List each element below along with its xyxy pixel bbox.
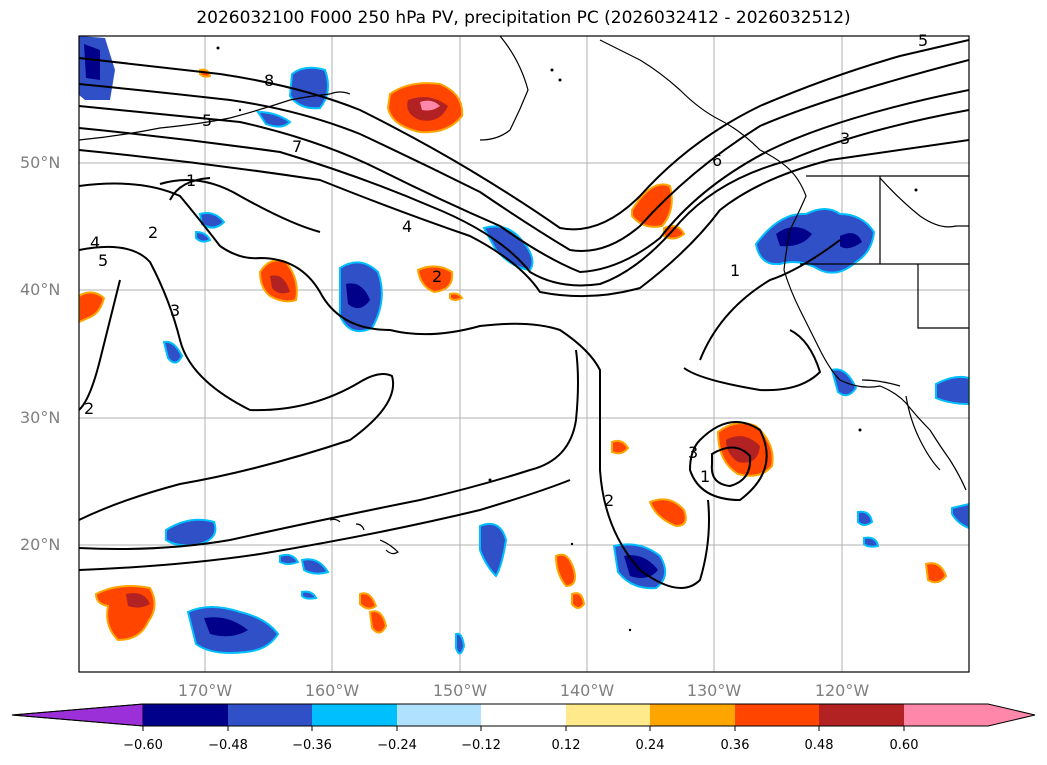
colorbar-segment: [228, 704, 312, 726]
lon-label: 130°W: [686, 681, 742, 700]
contour-label: 2: [84, 399, 94, 418]
contour-label: 3: [170, 301, 180, 320]
lat-label: 20°N: [20, 535, 61, 554]
colorbar: [11, 703, 1036, 731]
contour-label: 3: [688, 443, 698, 462]
colorbar-tick-label: −0.12: [461, 738, 501, 753]
contour-label: 2: [432, 267, 442, 286]
contour-label: 7: [292, 137, 302, 156]
colorbar-segment: [735, 704, 819, 726]
contour-label: 5: [98, 251, 108, 270]
lat-label: 30°N: [20, 408, 61, 427]
colorbar-segment: [650, 704, 735, 726]
contour-label: 4: [90, 233, 100, 252]
lon-label: 160°W: [304, 681, 360, 700]
colorbar-tick-label: 0.48: [804, 738, 834, 753]
lat-label: 40°N: [20, 280, 61, 299]
map-title: 2026032100 F000 250 hPa PV, precipitatio…: [196, 8, 851, 28]
island-dots: [216, 46, 918, 632]
lat-label: 50°N: [20, 153, 61, 172]
colorbar-segment: [312, 704, 397, 726]
contour-label: 4: [402, 217, 412, 236]
colorbar-min-extend: [11, 703, 144, 727]
lon-label: 120°W: [814, 681, 870, 700]
map-frame: [78, 35, 970, 673]
colorbar-tick-label: 0.36: [720, 738, 750, 753]
pv-contours: [79, 39, 969, 589]
lon-label: 150°W: [432, 681, 488, 700]
contour-label-group: 8 7 6 5 5 4 4 3 3 3 2 2 2 2 1 1 1 5: [84, 31, 928, 510]
lon-label: 170°W: [177, 681, 233, 700]
contour-label: 1: [730, 261, 740, 280]
colorbar-ticks: [142, 726, 905, 731]
contour-label: 2: [604, 491, 614, 510]
contour-label: 8: [264, 71, 274, 90]
colorbar-segment: [819, 704, 904, 726]
precip-negative-blobs: [79, 36, 969, 655]
contour-label: 6: [712, 151, 722, 170]
contour-label: 3: [840, 129, 850, 148]
colorbar-tick-label: −0.48: [208, 738, 248, 753]
colorbar-segment: [397, 704, 481, 726]
graticule: [79, 36, 969, 672]
contour-label: 5: [918, 31, 928, 50]
map-background: [79, 36, 969, 672]
colorbar-segment: [143, 704, 228, 726]
lon-label: 140°W: [559, 681, 615, 700]
colorbar-tick-label: 0.24: [635, 738, 665, 753]
colorbar-max-extend: [904, 704, 1035, 726]
colorbar-tick-label: −0.24: [377, 738, 417, 753]
coastlines: [79, 36, 969, 555]
contour-label: 5: [202, 111, 212, 130]
colorbar-segment: [481, 704, 566, 726]
colorbar-tick-label: 0.12: [551, 738, 581, 753]
colorbar-tick-label: −0.60: [123, 738, 163, 753]
colorbar-segment: [566, 704, 650, 726]
contour-label: 1: [186, 171, 196, 190]
contour-label: 2: [148, 223, 158, 242]
contour-label: 1: [700, 467, 710, 486]
precip-positive-blobs: [79, 68, 948, 642]
colorbar-tick-label: −0.36: [292, 738, 332, 753]
colorbar-tick-label: 0.60: [889, 738, 919, 753]
